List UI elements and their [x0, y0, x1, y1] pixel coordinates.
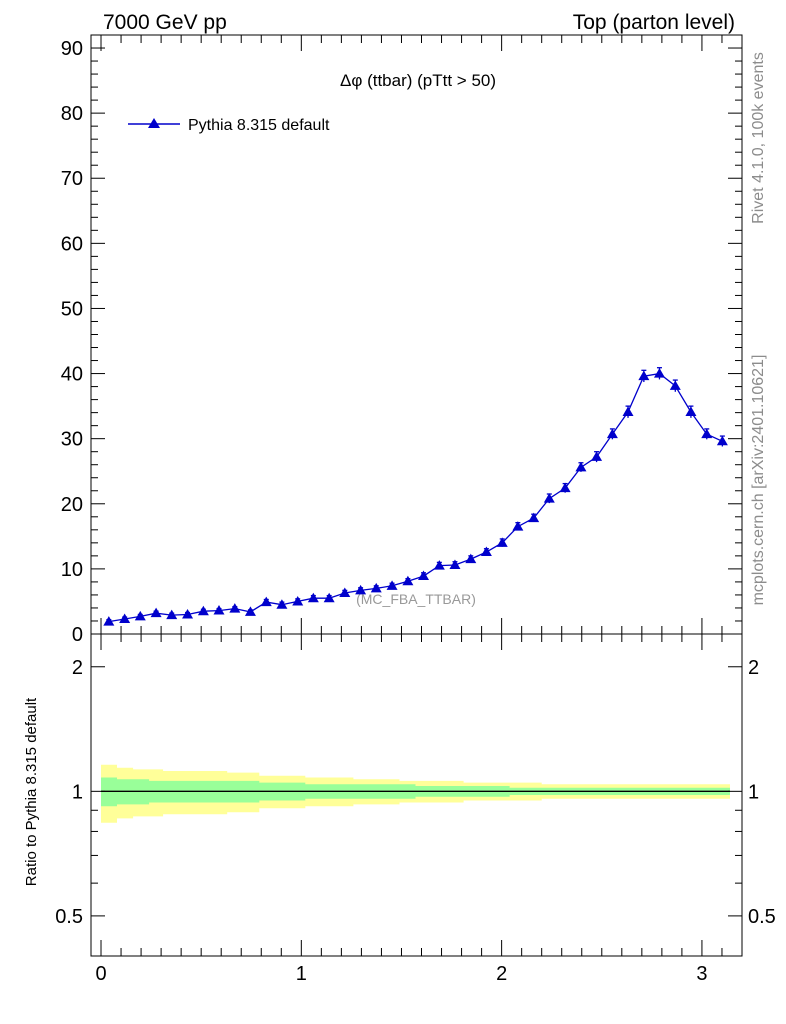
ratio-y-tick-label-right: 2	[748, 657, 759, 679]
x-tick-label: 2	[496, 963, 507, 985]
data-point	[653, 368, 665, 378]
ratio-y-tick-label-right: 1	[748, 781, 759, 803]
data-point	[213, 605, 225, 615]
y-tick-label: 60	[61, 233, 83, 255]
ratio-y-tick-label-left: 0.5	[55, 906, 83, 928]
x-tick-label: 3	[696, 963, 707, 985]
data-point	[543, 493, 555, 503]
mcplots-label: mcplots.cern.ch [arXiv:2401.10621]	[750, 355, 767, 606]
data-point	[480, 546, 492, 556]
data-point	[716, 435, 728, 446]
legend-label: Pythia 8.315 default	[188, 117, 330, 134]
data-point	[166, 609, 178, 620]
data-point	[496, 537, 508, 547]
data-point	[229, 603, 241, 613]
y-tick-label: 0	[72, 624, 83, 646]
data-point	[701, 428, 713, 439]
data-point	[150, 607, 162, 618]
data-point	[559, 482, 571, 493]
data-point	[591, 451, 603, 461]
data-point	[638, 370, 650, 381]
data-point	[606, 428, 618, 439]
y-tick-label: 10	[61, 559, 83, 581]
data-point	[575, 461, 587, 472]
legend-marker	[148, 118, 160, 128]
y-tick-label: 30	[61, 429, 83, 451]
main-plot: 0 10 20 30 40 50 60 70 80 90 Δφ (ttbar) (pTtt > 50…	[61, 34, 743, 646]
ratio-y-tick-label-right: 0.5	[748, 906, 776, 928]
data-point	[370, 582, 382, 593]
data-point	[449, 559, 461, 569]
data-point	[465, 553, 477, 564]
rivet-label: Rivet 4.1.0, 100k events	[750, 52, 767, 224]
data-point	[622, 406, 634, 416]
x-tick-label: 1	[296, 963, 307, 985]
y-tick-label: 20	[61, 494, 83, 516]
y-tick-label: 50	[61, 298, 83, 320]
data-point	[386, 580, 398, 590]
data-point	[103, 616, 115, 626]
data-point	[323, 592, 335, 603]
data-point	[260, 596, 272, 607]
header-right: Top (parton level)	[573, 11, 735, 34]
header-left: 7000 GeV pp	[103, 11, 227, 34]
y-tick-label: 40	[61, 364, 83, 386]
y-tick-label: 70	[61, 168, 83, 190]
data-point	[512, 521, 524, 531]
ratio-plot-frame	[90, 633, 743, 957]
data-point	[197, 605, 209, 616]
data-point	[669, 380, 681, 390]
data-point	[292, 595, 304, 606]
ratio-y-axis-label: Ratio to Pythia 8.315 default	[23, 697, 40, 886]
ratio-y-tick-label-left: 2	[72, 657, 83, 679]
data-point	[355, 584, 367, 595]
data-point	[433, 560, 445, 570]
data-point	[307, 592, 319, 603]
plot-title: Δφ (ttbar) (pTtt > 50)	[340, 71, 496, 90]
data-point	[119, 613, 131, 624]
ratio-plot: 0.5 0.5 1 1 2 2 0 1 2 3 Ratio to Pythia 8.315 defa…	[23, 633, 776, 985]
data-point	[244, 606, 256, 616]
data-point	[134, 610, 146, 621]
data-point	[418, 570, 430, 581]
data-point	[528, 512, 540, 523]
y-tick-label: 90	[61, 38, 83, 60]
y-tick-label: 80	[61, 103, 83, 125]
data-point	[182, 608, 194, 619]
x-tick-label: 0	[95, 963, 106, 985]
data-point	[685, 406, 697, 416]
series-line	[108, 372, 723, 623]
data-point	[402, 575, 414, 586]
data-point	[339, 587, 351, 597]
ratio-y-tick-label-left: 1	[72, 781, 83, 803]
data-point	[276, 599, 288, 609]
watermark: (MC_FBA_TTBAR)	[356, 591, 476, 607]
